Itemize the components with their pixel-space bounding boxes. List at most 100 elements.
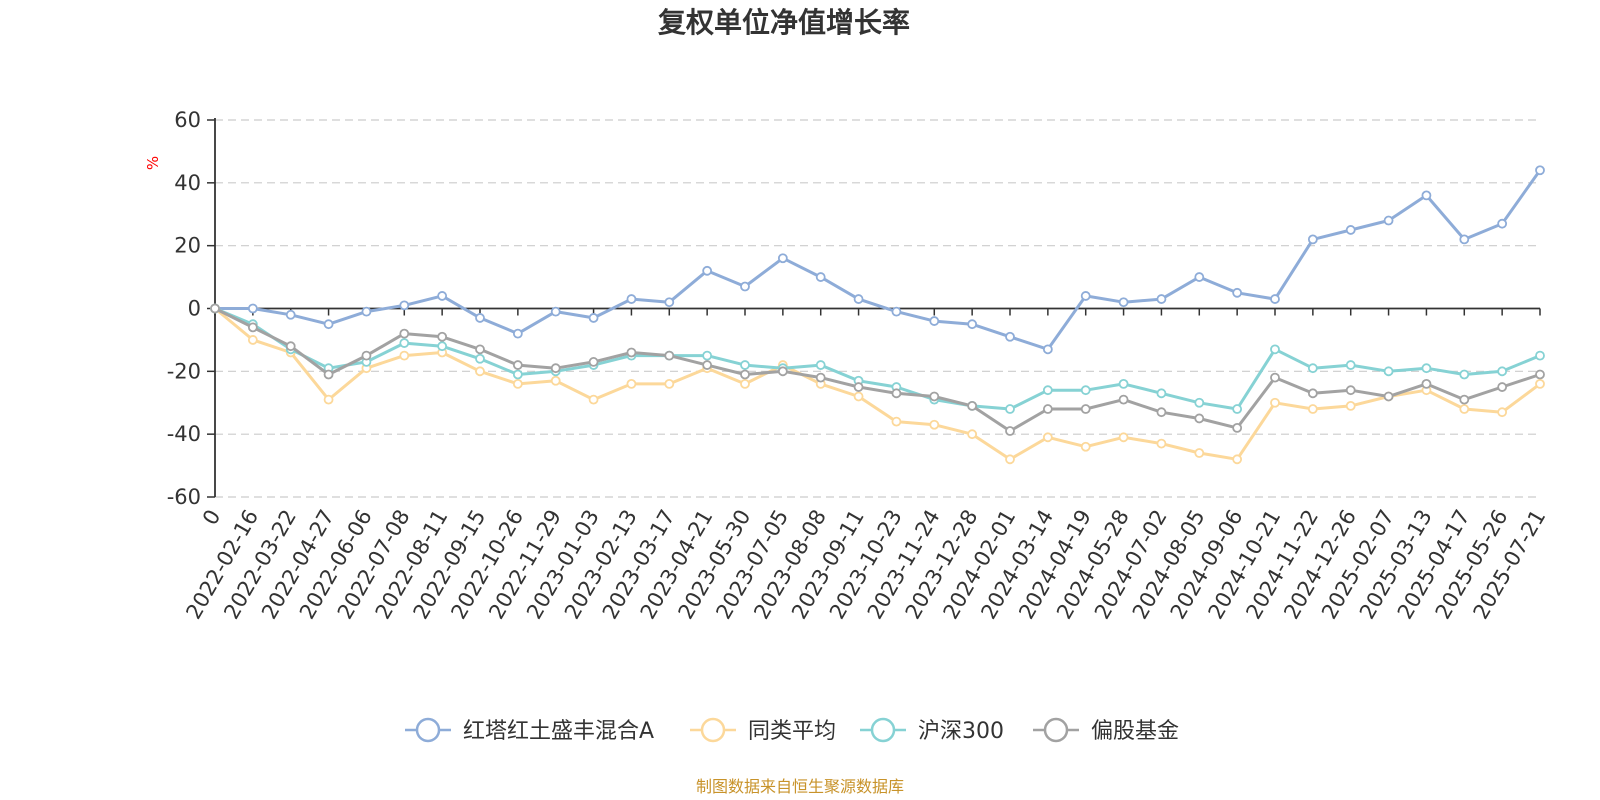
data-point: [475, 313, 485, 323]
data-point: [1459, 369, 1470, 380]
data-point: [1080, 404, 1091, 414]
data-point: [399, 300, 410, 311]
data-point: [929, 391, 940, 402]
legend-item-3[interactable]: 偏股基金: [1033, 717, 1179, 744]
data-point: [1194, 272, 1205, 282]
data-point: [1005, 404, 1015, 414]
y-tick-label: -40: [167, 422, 201, 446]
data-point: [437, 331, 448, 342]
data-point: [626, 378, 637, 389]
data-point: [1535, 350, 1545, 361]
data-point: [1005, 454, 1015, 465]
y-tick-label: 0: [188, 297, 201, 321]
data-point: [512, 369, 523, 380]
legend-item-0[interactable]: 红塔红土盛丰混合A: [405, 717, 654, 744]
data-point: [1497, 382, 1508, 392]
data-point: [475, 353, 485, 364]
x-tick-label: 0: [198, 506, 225, 530]
data-point: [247, 303, 258, 314]
y-tick-label: 20: [174, 234, 201, 258]
data-point: [1307, 388, 1318, 399]
legend-swatch-circle: [700, 717, 726, 743]
axes: [214, 118, 1540, 497]
data-point: [1345, 225, 1356, 235]
data-point: [891, 388, 902, 399]
data-point: [1232, 454, 1243, 465]
data-point: [1383, 366, 1394, 377]
legend[interactable]: 红塔红土盛丰混合A 同类平均 沪深300 偏股基金: [405, 717, 1179, 744]
data-point: [1459, 234, 1470, 245]
legend-swatch-circle: [415, 717, 441, 743]
data-point: [512, 360, 523, 370]
data-point: [323, 319, 334, 330]
data-point: [1459, 394, 1470, 405]
data-point: [1156, 294, 1167, 304]
data-point: [853, 294, 864, 304]
data-point: [285, 309, 296, 320]
data-point: [210, 303, 220, 314]
data-point: [1080, 291, 1091, 301]
data-point: [1118, 432, 1129, 443]
data-point: [1307, 234, 1318, 245]
data-point: [247, 322, 258, 333]
data-point: [967, 319, 978, 330]
data-point: [437, 341, 448, 352]
data-point: [1345, 385, 1356, 396]
data-point: [1497, 366, 1508, 377]
data-point: [437, 291, 448, 301]
data-point: [1535, 369, 1545, 380]
data-point: [1459, 404, 1470, 414]
data-point: [1232, 404, 1243, 414]
data-point: [1270, 372, 1280, 383]
data-point: [815, 360, 826, 370]
data-point: [702, 360, 713, 370]
series-line-0: [215, 169, 1542, 351]
data-point: [285, 341, 296, 352]
data-point: [967, 429, 978, 440]
data-point: [1345, 400, 1356, 411]
data-point: [512, 378, 523, 389]
data-point: [1194, 397, 1205, 408]
data-point: [1270, 344, 1280, 355]
legend-label: 沪深300: [918, 719, 1004, 744]
data-point: [1421, 190, 1432, 201]
data-point: [588, 313, 599, 323]
data-point: [399, 350, 410, 361]
legend-item-2[interactable]: 沪深300: [860, 717, 1004, 744]
data-point: [1118, 297, 1129, 308]
data-point: [891, 306, 902, 317]
data-point: [891, 416, 902, 427]
data-point: [550, 375, 561, 386]
data-point: [1080, 385, 1091, 396]
data-point: [1383, 215, 1394, 226]
data-point: [399, 328, 410, 339]
data-point: [1042, 432, 1053, 443]
data-point: [512, 328, 523, 339]
data-point: [1270, 294, 1280, 304]
data-point: [740, 360, 750, 370]
data-point: [1194, 448, 1205, 458]
legend-label: 同类平均: [748, 719, 836, 744]
y-axis-ticks: 60 40 20 0 -20 -40 -60: [167, 108, 215, 509]
data-point: [323, 369, 334, 380]
data-point: [626, 347, 637, 358]
data-point: [1194, 413, 1205, 424]
legend-item-1[interactable]: 同类平均: [690, 717, 836, 744]
data-point: [740, 378, 750, 389]
data-point: [702, 350, 713, 361]
data-point: [929, 316, 940, 326]
legend-label: 偏股基金: [1091, 719, 1179, 744]
y-tick-label: 40: [174, 171, 201, 195]
data-point: [475, 344, 485, 355]
series-line-3: [214, 307, 1541, 433]
series-line-2: [214, 307, 1541, 411]
data-point: [475, 366, 485, 377]
data-point: [1497, 407, 1508, 418]
data-point: [929, 419, 940, 430]
data-point: [702, 265, 713, 276]
series-line-1: [214, 307, 1541, 461]
data-point: [664, 378, 675, 389]
data-point: [1156, 407, 1167, 418]
data-point: [740, 281, 750, 292]
